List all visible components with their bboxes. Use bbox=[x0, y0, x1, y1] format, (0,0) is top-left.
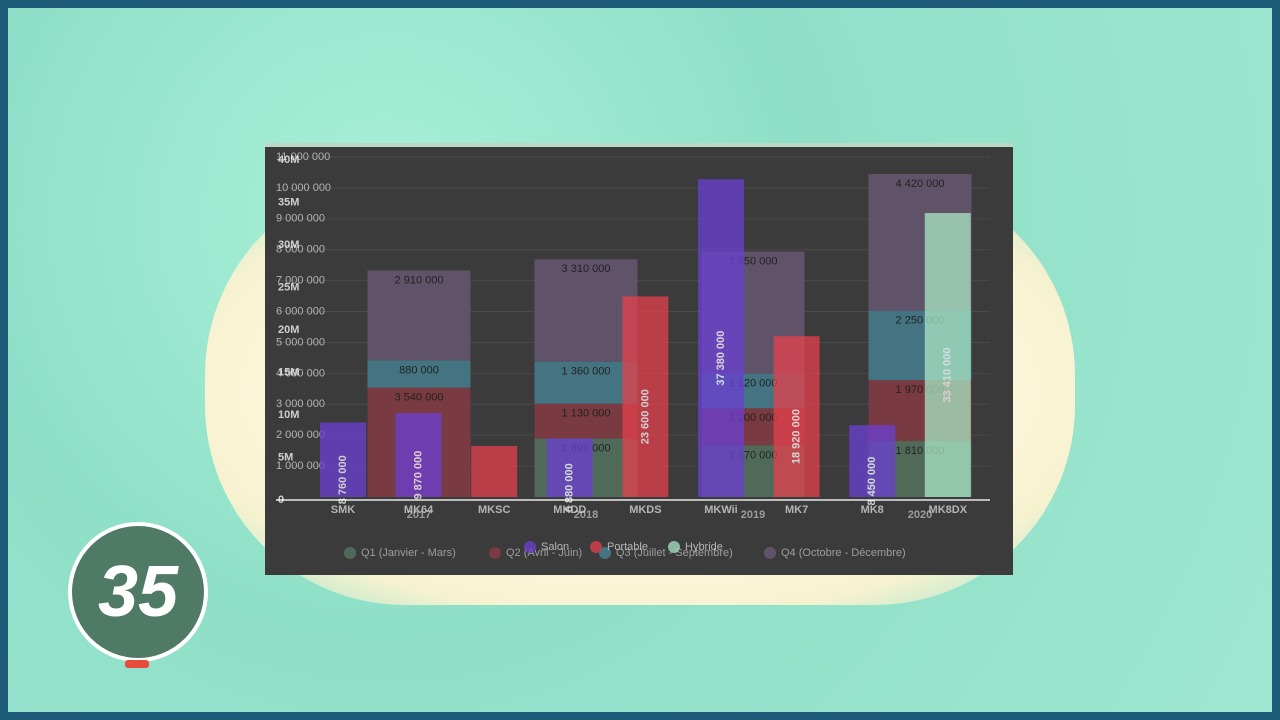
y-tick-label: 5M bbox=[278, 451, 293, 463]
counter-badge: 35 bbox=[68, 522, 208, 662]
x-tick-label: MK8 bbox=[861, 504, 884, 516]
y-tick-label: 35M bbox=[278, 196, 299, 208]
value-label: 8 450 000 bbox=[866, 457, 878, 506]
y-tick-label: 7 000 000 bbox=[276, 275, 325, 287]
x-tick-label: 2018 bbox=[574, 509, 598, 521]
value-label: 9 870 000 bbox=[413, 451, 425, 500]
bar bbox=[395, 413, 442, 497]
x-tick-label: 2017 bbox=[407, 509, 431, 521]
value-label: 37 380 000 bbox=[715, 331, 727, 386]
legend-label: Portable bbox=[607, 541, 648, 553]
value-label: 2 910 000 bbox=[395, 274, 444, 286]
legend-swatch bbox=[524, 541, 536, 553]
y-tick-label: 15M bbox=[278, 366, 299, 378]
value-label: 880 000 bbox=[399, 364, 439, 376]
legend-swatch bbox=[489, 547, 501, 559]
bar bbox=[698, 179, 744, 497]
y-tick-label: 30M bbox=[278, 239, 299, 251]
bar bbox=[924, 213, 971, 497]
legend-swatch bbox=[590, 541, 602, 553]
y-tick-label: 6 000 000 bbox=[276, 305, 325, 317]
y-tick-label: 2 000 000 bbox=[276, 429, 325, 441]
legend-label: Hybride bbox=[685, 541, 723, 553]
x-tick-label: 2020 bbox=[908, 509, 932, 521]
legend-label: Q4 (Octobre - Décembre) bbox=[781, 547, 906, 559]
y-tick-label: 4 000 000 bbox=[276, 367, 325, 379]
value-label: 23 600 000 bbox=[639, 389, 651, 444]
y-tick-label: 3 000 000 bbox=[276, 398, 325, 410]
legend-label: Salon bbox=[541, 541, 569, 553]
legend-label: Q1 (Janvier - Mars) bbox=[361, 547, 456, 559]
bar bbox=[367, 360, 471, 388]
y-tick-label: 10M bbox=[278, 409, 299, 421]
value-label: 6 880 000 bbox=[564, 463, 576, 512]
bar bbox=[534, 259, 638, 362]
badge-mark bbox=[125, 660, 149, 668]
value-label: 4 420 000 bbox=[896, 178, 945, 190]
y-tick-label: 10 000 000 bbox=[276, 182, 331, 194]
bar bbox=[546, 438, 593, 497]
x-tick-label: MK8DX bbox=[929, 504, 968, 516]
x-tick-label: MKWii bbox=[704, 504, 738, 516]
x-tick-label: MK7 bbox=[785, 504, 808, 516]
value-label: 1 360 000 bbox=[562, 366, 611, 378]
x-tick-label: MKDD bbox=[553, 504, 586, 516]
legend-swatch bbox=[599, 547, 611, 559]
y-tick-label: 9 000 000 bbox=[276, 213, 325, 225]
y-tick-label: 0 bbox=[278, 494, 284, 506]
y-tick-label: 11 000 000 bbox=[276, 151, 330, 163]
y-tick-label: 1 000 000 bbox=[276, 460, 325, 472]
value-label: 33 410 000 bbox=[942, 347, 954, 402]
y-tick-label: 40M bbox=[278, 154, 299, 166]
value-label: 3 540 000 bbox=[395, 391, 444, 403]
y-tick-label: 8 000 000 bbox=[276, 244, 325, 256]
legend-swatch bbox=[344, 547, 356, 559]
x-tick-label: 2019 bbox=[741, 509, 765, 521]
x-tick-label: MKSC bbox=[478, 504, 510, 516]
legend-swatch bbox=[668, 541, 680, 553]
value-label: 1 130 000 bbox=[562, 408, 611, 420]
y-tick-label: 5 000 000 bbox=[276, 336, 325, 348]
legend-swatch bbox=[764, 547, 776, 559]
bar bbox=[471, 446, 518, 497]
chart-layer: 0 5M 10M 15M 20M 25M 30M 35M 40M SMK MK64 MKSC MKDD M… bbox=[278, 154, 971, 553]
x-tick-label: SMK bbox=[331, 504, 356, 516]
y-tick-label: 20M bbox=[278, 324, 299, 336]
x-tick-label: MKDS bbox=[629, 504, 661, 516]
x-tick-label: MK64 bbox=[404, 504, 434, 516]
value-label: 3 310 000 bbox=[562, 263, 611, 275]
value-label: 18 920 000 bbox=[791, 409, 803, 464]
bar bbox=[534, 403, 638, 439]
bar bbox=[773, 336, 820, 497]
bar bbox=[320, 422, 366, 497]
bar bbox=[849, 425, 896, 497]
bar bbox=[534, 361, 638, 404]
bar bbox=[622, 296, 669, 497]
bar bbox=[367, 270, 471, 361]
y-tick-label: 25M bbox=[278, 281, 299, 293]
value-label: 8 760 000 bbox=[337, 455, 349, 504]
